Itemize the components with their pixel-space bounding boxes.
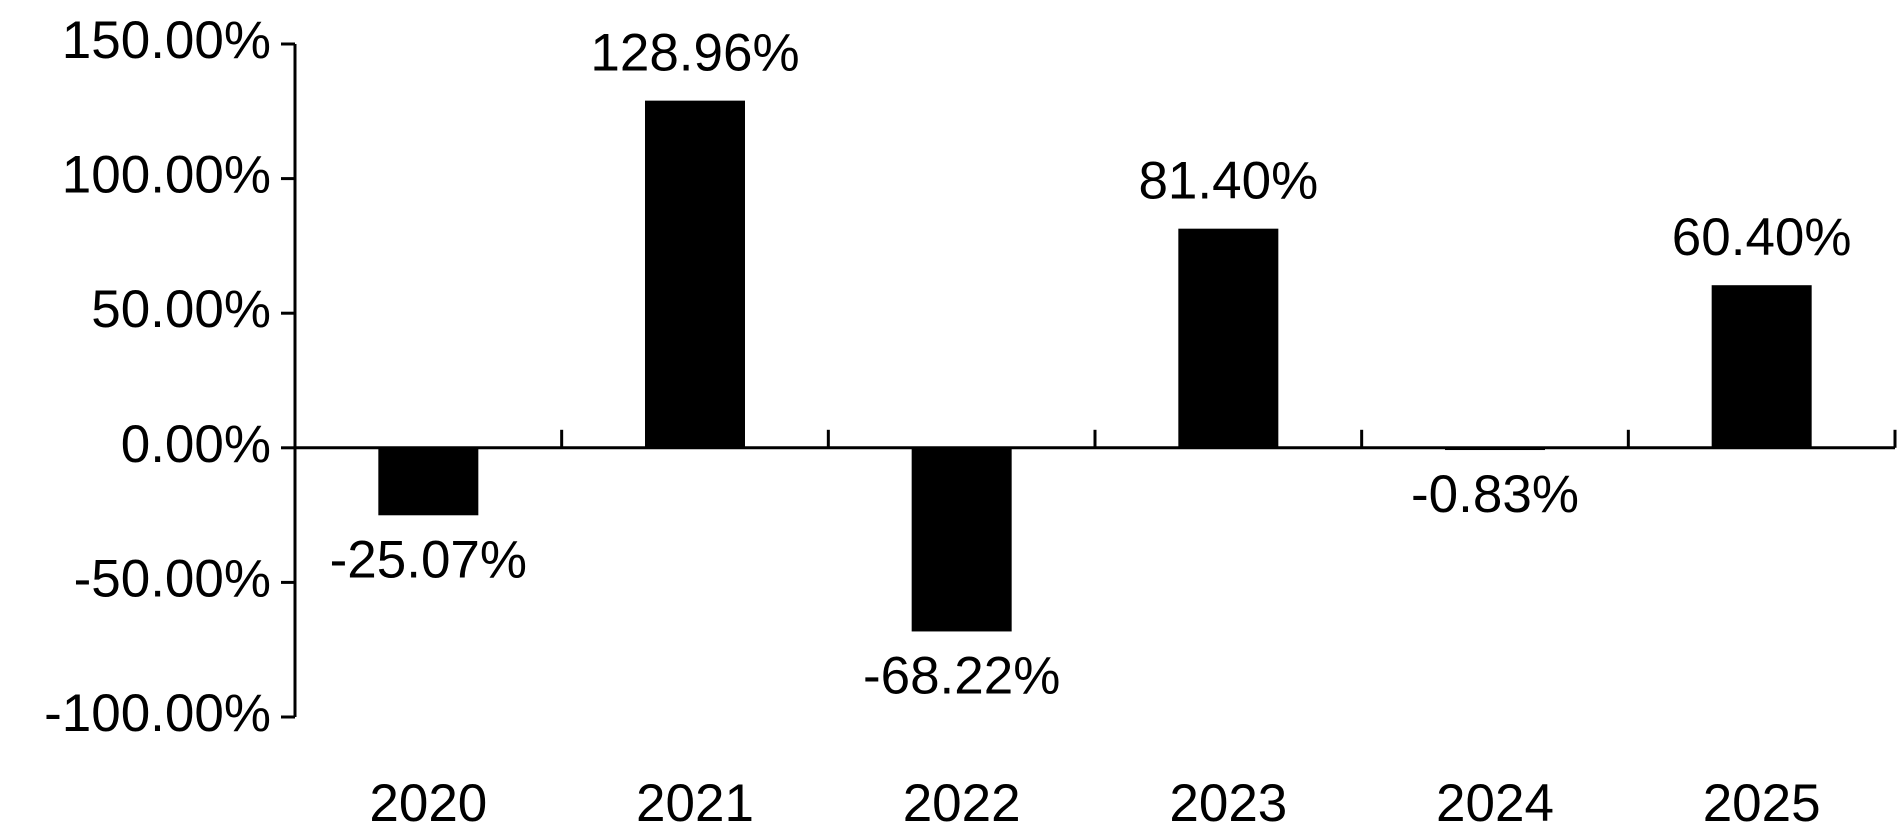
bar xyxy=(645,100,745,448)
x-tick-label: 2024 xyxy=(1436,774,1554,833)
x-tick-label: 2021 xyxy=(636,774,754,833)
value-label: -68.22% xyxy=(863,646,1060,705)
value-label: -0.83% xyxy=(1411,465,1579,524)
x-tick-label: 2025 xyxy=(1703,774,1821,833)
bar xyxy=(1178,228,1279,448)
x-tick-label: 2023 xyxy=(1169,774,1287,833)
y-tick-label: -100.00% xyxy=(44,684,271,743)
x-tick-label: 2022 xyxy=(903,774,1021,833)
value-label: 81.40% xyxy=(1138,152,1318,211)
y-tick-label: 100.00% xyxy=(62,146,271,205)
value-label: -25.07% xyxy=(330,530,527,589)
y-tick-label: 50.00% xyxy=(91,280,271,339)
value-label: 60.40% xyxy=(1672,208,1852,267)
bar xyxy=(1711,285,1812,448)
bar xyxy=(378,447,479,516)
y-tick-label: 0.00% xyxy=(121,415,271,474)
x-tick-label: 2020 xyxy=(369,774,487,833)
y-tick-label: -50.00% xyxy=(74,549,271,608)
bar xyxy=(1445,447,1545,451)
value-label: 128.96% xyxy=(590,24,799,83)
bar xyxy=(911,447,1012,632)
y-tick-label: 150.00% xyxy=(62,11,271,70)
